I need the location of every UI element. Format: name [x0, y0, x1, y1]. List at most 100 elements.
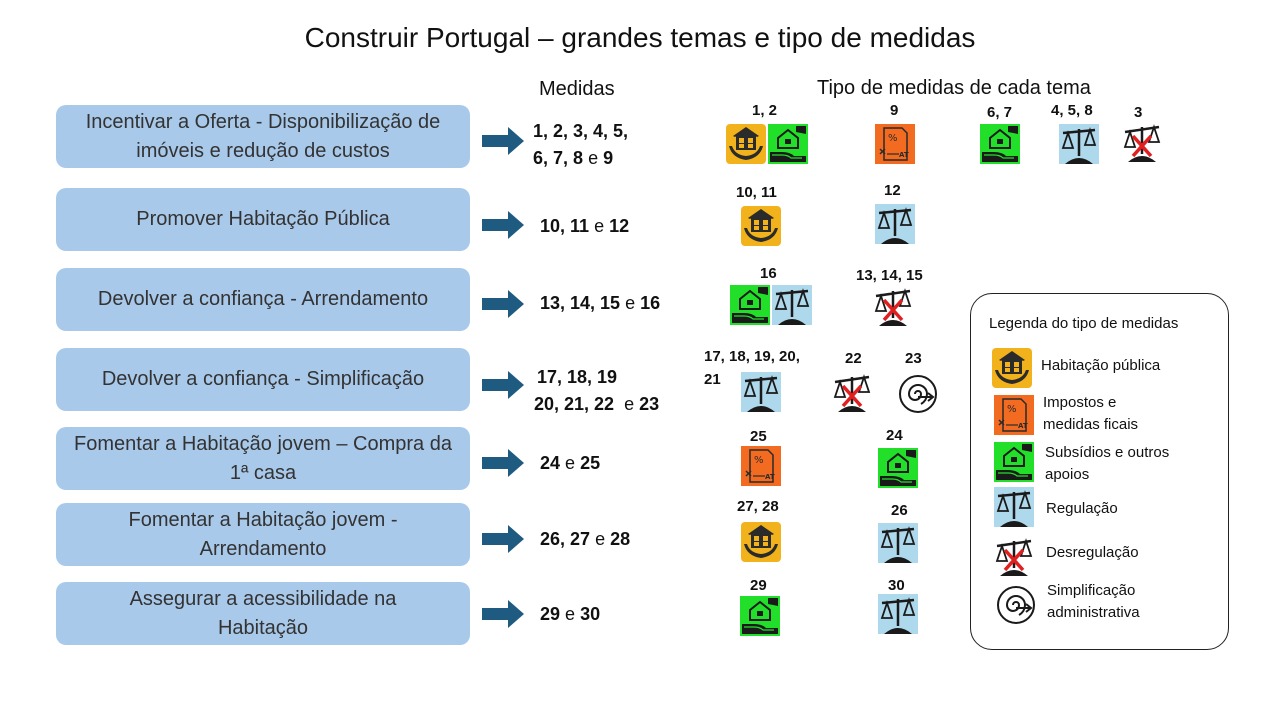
measures-list-simplificacao: 17, 18, 19 20, 21, 22 e 23 [534, 364, 659, 418]
type-label: 26 [891, 502, 908, 519]
arrow-right-icon [482, 290, 524, 318]
legend-text: Desregulação [1046, 544, 1139, 561]
crossed-scale-icon [1122, 122, 1162, 162]
measures-list-habitacao-publica: 10, 11 e 12 [540, 213, 629, 240]
scale-icon [772, 285, 812, 325]
scale-icon [878, 523, 918, 563]
type-label: 29 [750, 577, 767, 594]
theme-label: Devolver a confiança - Simplificação [101, 368, 425, 390]
scale-icon [741, 372, 781, 412]
measures-and: e [624, 394, 635, 414]
theme-label: Promover Habitação Pública [136, 208, 390, 230]
type-label: 10, 11 [736, 184, 777, 201]
legend-text: medidas ficais [1043, 416, 1139, 433]
measures-list-oferta: 1, 2, 3, 4, 5, 6, 7, 8 e 9 [533, 118, 628, 172]
scale-icon [994, 487, 1034, 527]
theme-label: Fomentar a Habitação jovem - Arrendament… [128, 508, 398, 560]
measures-line: 29 [540, 604, 561, 624]
legend-item-impostos: Impostos e medidas ficais [1043, 392, 1138, 436]
type-label: 22 [845, 350, 862, 367]
type-label: 4, 5, 8 [1051, 102, 1093, 119]
measures-list-jovem-arrendamento: 26, 27 e 28 [540, 526, 630, 553]
house-family-icon [726, 124, 766, 164]
theme-box-jovem-compra: Fomentar a Habitação jovem – Compra da 1… [56, 427, 470, 490]
hand-house-icon [878, 448, 918, 488]
type-label: 1, 2 [752, 102, 778, 119]
measures-list-jovem-compra: 24 e 25 [540, 450, 600, 477]
measures-list-arrendamento: 13, 14, 15 e 16 [540, 290, 660, 317]
tax-document-icon [741, 446, 781, 486]
legend-text: Habitação pública [1041, 357, 1161, 374]
legend-text: administrativa [1047, 604, 1140, 621]
legend-box [970, 293, 1229, 650]
theme-box-oferta: Incentivar a Oferta - Disponibilização d… [56, 105, 470, 168]
type-label: 9 [890, 102, 899, 119]
measures-last: 16 [640, 293, 661, 313]
measures-and: e [595, 529, 606, 549]
type-label: 21 [704, 371, 721, 388]
measures-last: 9 [603, 148, 614, 168]
type-label: 6, 7 [987, 104, 1013, 121]
measures-and: e [594, 216, 605, 236]
tax-document-icon [994, 395, 1034, 435]
type-label: 3 [1134, 104, 1143, 121]
measures-line: 6, 7, 8 [533, 148, 584, 168]
measures-line: 1, 2, 3, 4, 5, [533, 121, 629, 141]
type-label: 17, 18, 19, 20, [704, 348, 800, 365]
crossed-scale-icon [994, 536, 1034, 576]
theme-label: Devolver a confiança - Arrendamento [97, 288, 429, 310]
measures-last: 28 [610, 529, 631, 549]
measures-header: Medidas [539, 78, 615, 100]
measures-line: 17, 18, 19 [537, 367, 618, 387]
measures-and: e [588, 148, 599, 168]
arrow-right-icon [482, 211, 524, 239]
scale-icon [875, 204, 915, 244]
legend-item-desregulacao: Desregulação [1046, 542, 1139, 564]
arrow-right-icon [482, 525, 524, 553]
measures-line: 24 [540, 453, 561, 473]
house-family-icon [741, 206, 781, 246]
arrow-right-icon [482, 600, 524, 628]
measures-last: 30 [580, 604, 601, 624]
types-header: Tipo de medidas de cada tema [817, 77, 1091, 99]
house-family-icon [741, 522, 781, 562]
type-label: 13, 14, 15 [856, 267, 923, 284]
measures-and: e [565, 453, 576, 473]
crossed-scale-icon [873, 286, 913, 326]
measures-and: e [565, 604, 576, 624]
legend-text: Subsídios e outros [1045, 444, 1170, 461]
theme-box-simplificacao: Devolver a confiança - Simplificação [56, 348, 470, 411]
type-label: 12 [884, 182, 901, 199]
spiral-arrow-icon [898, 374, 938, 414]
theme-box-acessibilidade: Assegurar a acessibilidade na Habitação [56, 582, 470, 645]
arrow-right-icon [482, 371, 524, 399]
measures-last: 12 [609, 216, 630, 236]
hand-house-icon [730, 285, 770, 325]
type-label: 30 [888, 577, 905, 594]
theme-label: Assegurar a acessibilidade na Habitação [129, 587, 397, 639]
legend-item-habitacao: Habitação pública [1041, 355, 1160, 377]
legend-item-simplificacao: Simplificação administrativa [1047, 580, 1140, 624]
spiral-arrow-icon [996, 585, 1036, 625]
scale-icon [878, 594, 918, 634]
measures-last: 25 [580, 453, 601, 473]
legend-text: Simplificação [1047, 582, 1136, 599]
measures-and: e [625, 293, 636, 313]
measures-line: 13, 14, 15 [540, 293, 621, 313]
house-family-icon [992, 348, 1032, 388]
arrow-right-icon [482, 127, 524, 155]
hand-house-icon [740, 596, 780, 636]
measures-line: 20, 21, 22 [534, 394, 615, 414]
hand-house-icon [994, 442, 1034, 482]
legend-text: Regulação [1046, 500, 1118, 517]
tax-document-icon [875, 124, 915, 164]
theme-box-arrendamento: Devolver a confiança - Arrendamento [56, 268, 470, 331]
legend-text: Impostos e [1043, 394, 1117, 411]
legend-text: apoios [1045, 466, 1090, 483]
page-title: Construir Portugal – grandes temas e tip… [304, 22, 976, 53]
crossed-scale-icon [832, 372, 872, 412]
legend-title: Legenda do tipo de medidas [989, 315, 1179, 332]
hand-house-icon [768, 124, 808, 164]
type-label: 25 [750, 428, 767, 445]
scale-icon [1059, 124, 1099, 164]
